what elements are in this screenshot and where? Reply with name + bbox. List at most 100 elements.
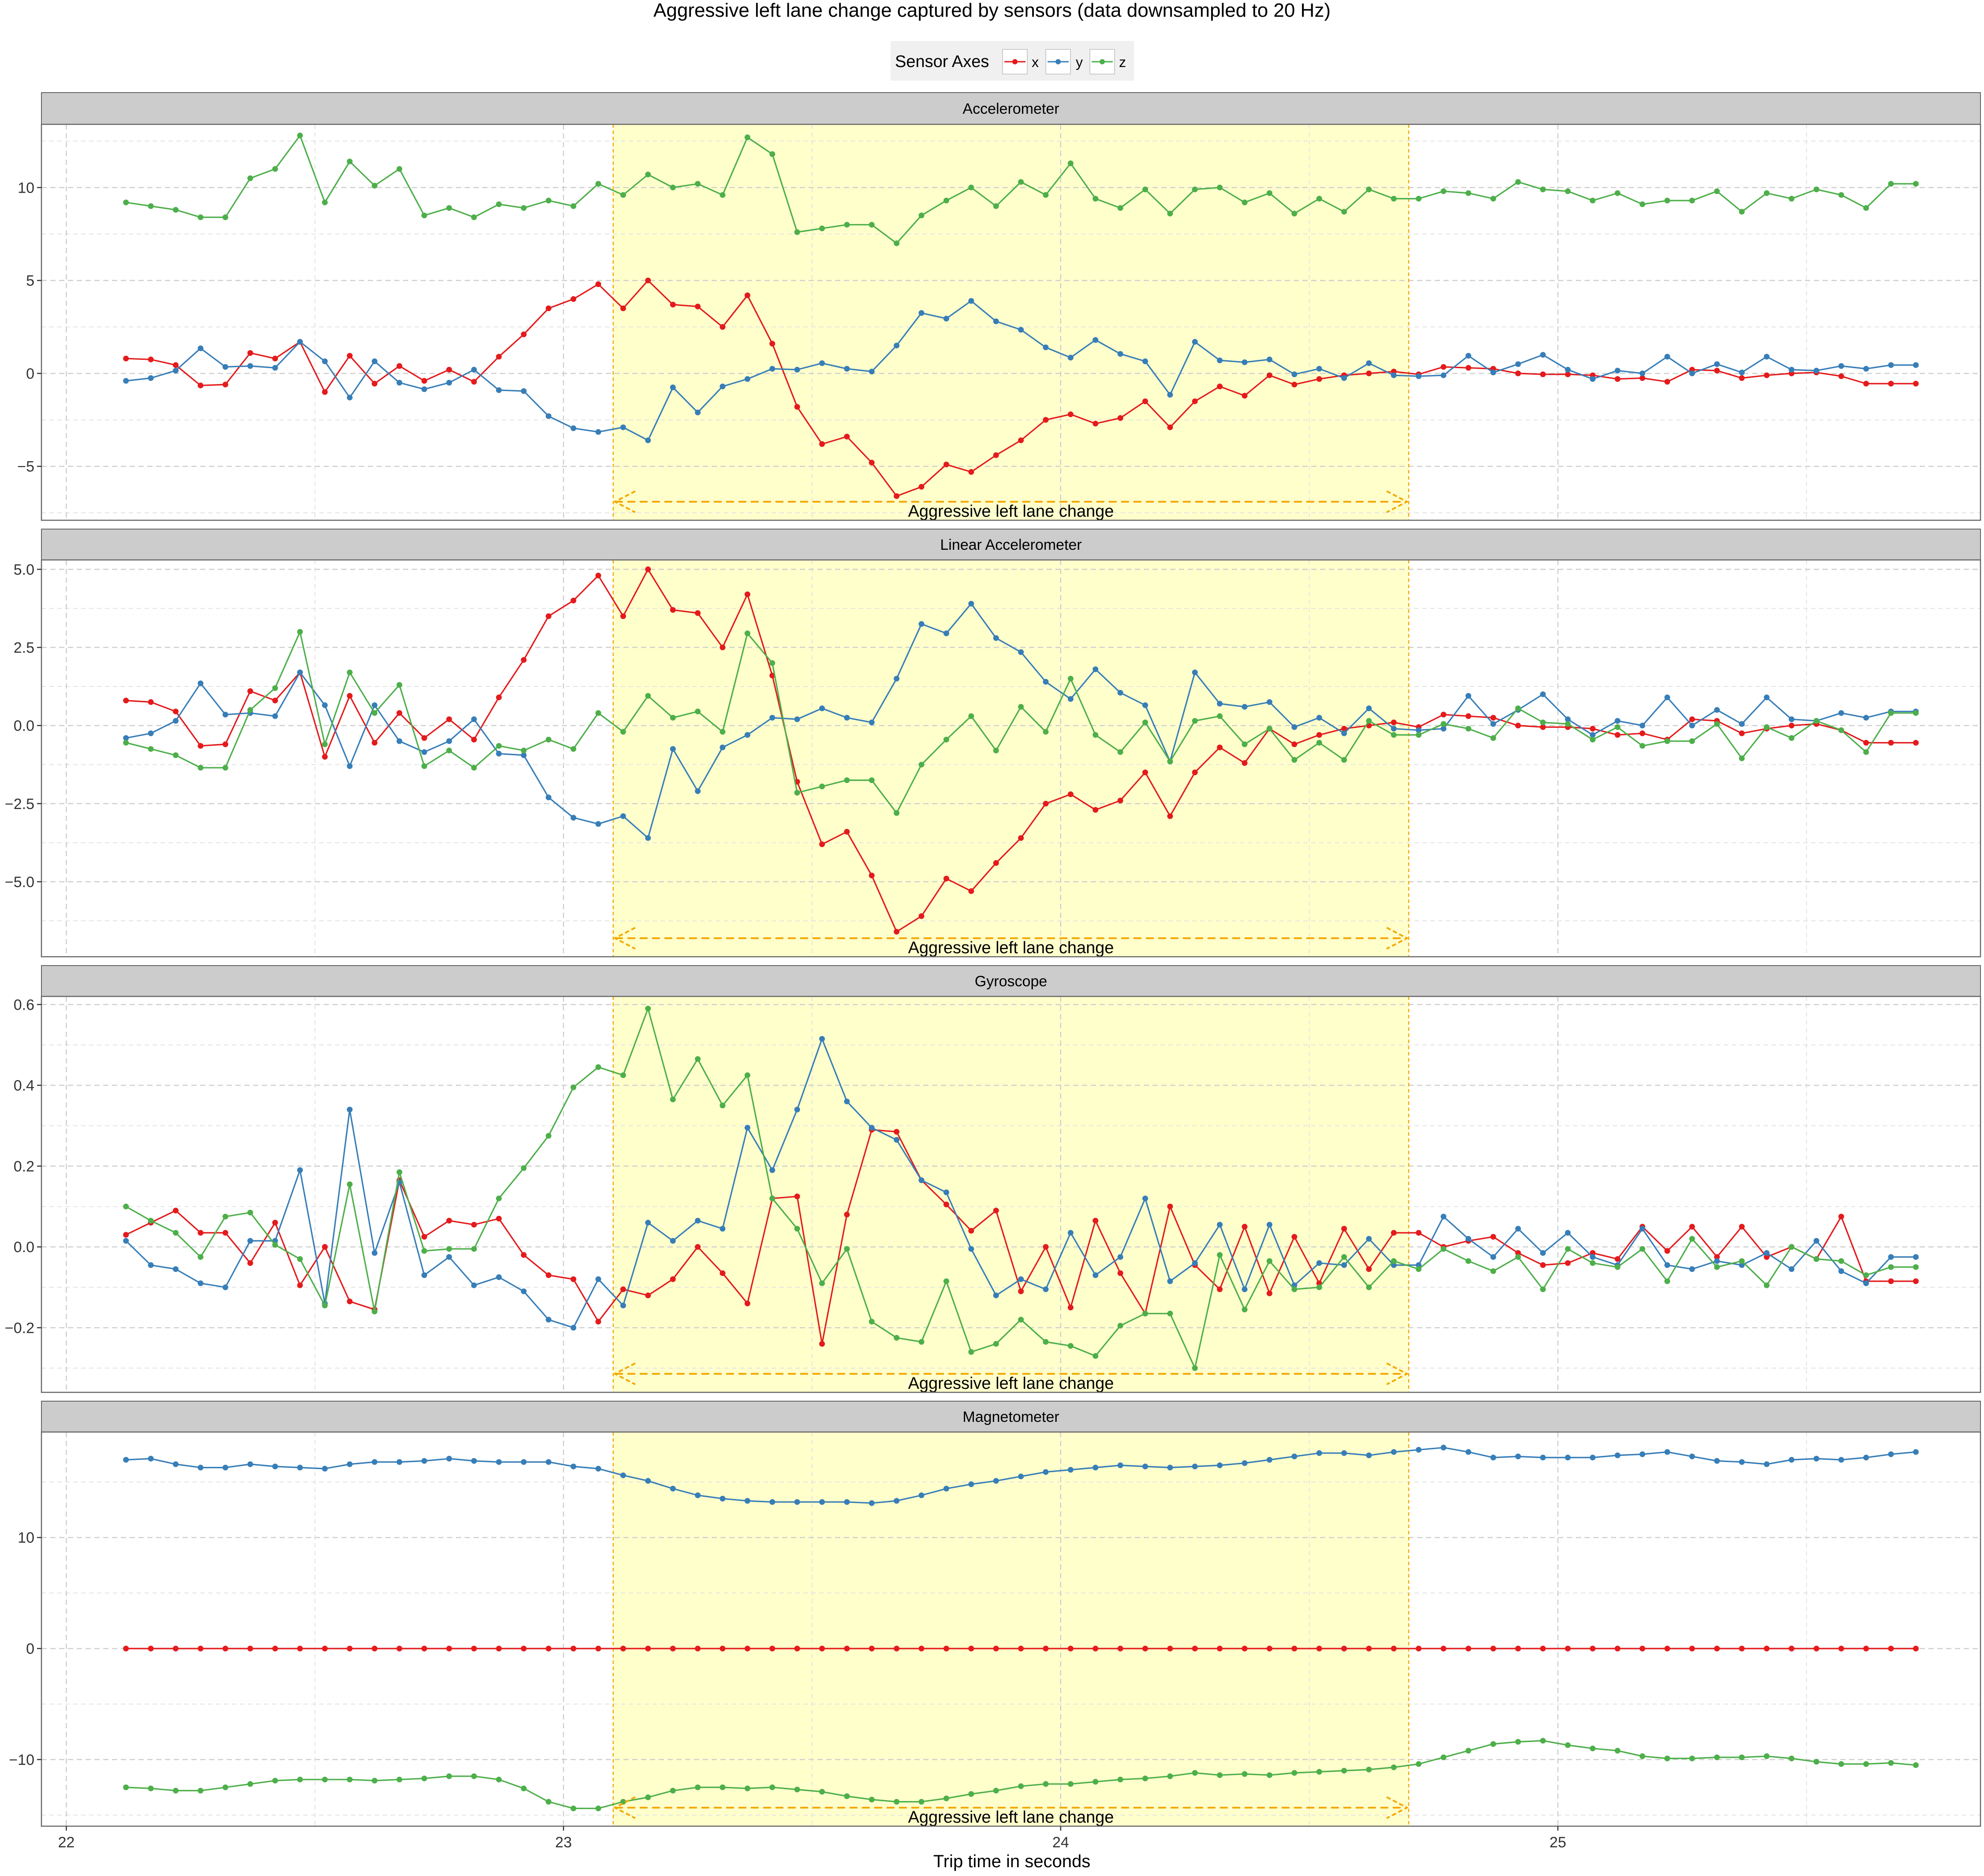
data-point-y — [794, 716, 800, 722]
panel-border — [41, 559, 1981, 958]
data-point-y — [1093, 1272, 1099, 1278]
data-point-x — [645, 1292, 651, 1298]
data-point-x — [1018, 835, 1024, 841]
data-point-z — [968, 713, 974, 719]
data-point-z — [1018, 179, 1024, 185]
data-point-y — [620, 1472, 626, 1478]
data-point-z — [1515, 1254, 1521, 1260]
data-point-x — [1689, 716, 1695, 722]
data-point-x — [198, 382, 204, 388]
data-point-z — [869, 1319, 875, 1325]
data-point-z — [247, 175, 254, 181]
data-point-y — [1167, 1278, 1173, 1284]
data-point-x — [794, 1193, 800, 1200]
data-point-z — [1366, 1284, 1372, 1290]
data-point-y — [1043, 1469, 1049, 1475]
data-point-y — [968, 1246, 974, 1252]
data-point-z — [620, 1072, 626, 1078]
data-point-x — [1664, 379, 1671, 385]
data-point-z — [222, 1213, 228, 1220]
data-point-z — [421, 213, 427, 219]
data-point-z — [1266, 190, 1272, 196]
data-point-y — [1466, 353, 1471, 359]
data-point-x — [620, 1645, 626, 1652]
data-point-z — [1739, 755, 1745, 761]
panel-magnetometer: Magnetometer Aggressive left lane change −… — [9, 1401, 1981, 1827]
data-point-z — [1813, 1759, 1820, 1765]
data-point-y — [1863, 1280, 1869, 1287]
data-point-y — [695, 1218, 701, 1224]
data-point-x — [918, 484, 925, 490]
data-point-y — [1043, 1286, 1049, 1292]
data-point-x — [1217, 384, 1223, 389]
data-point-y — [1366, 1452, 1372, 1458]
data-point-x — [1291, 381, 1298, 388]
data-point-z — [819, 225, 825, 231]
data-point-x — [421, 1234, 427, 1240]
data-point-x — [297, 1282, 303, 1288]
data-point-y — [819, 1036, 825, 1042]
data-point-z — [347, 158, 353, 164]
data-point-y — [1714, 361, 1720, 367]
data-point-x — [720, 324, 726, 330]
data-point-z — [297, 132, 303, 138]
data-point-y — [123, 1238, 129, 1244]
data-point-y — [198, 345, 204, 351]
data-point-x — [1391, 1230, 1397, 1236]
data-point-z — [1316, 1769, 1322, 1775]
data-point-y — [1813, 1455, 1820, 1462]
data-point-x — [1316, 376, 1322, 382]
data-point-y — [1789, 1266, 1794, 1272]
annotation: Aggressive left lane change — [613, 1362, 1409, 1393]
data-point-x — [1117, 1645, 1123, 1652]
data-point-z — [1018, 704, 1024, 710]
data-point-y — [1341, 1450, 1347, 1456]
data-point-y — [347, 395, 353, 401]
data-point-y — [1316, 1450, 1322, 1456]
facet-strip-label: Gyroscope — [975, 973, 1047, 990]
data-point-z — [1142, 1775, 1148, 1782]
data-point-y — [769, 1167, 776, 1173]
data-point-y — [1466, 1236, 1471, 1242]
data-point-x — [496, 354, 502, 360]
data-point-y — [1266, 1222, 1272, 1228]
data-point-y — [620, 813, 626, 819]
data-point-y — [1167, 392, 1173, 398]
data-point-y — [521, 1288, 527, 1294]
data-point-z — [1192, 186, 1198, 193]
data-point-z — [1888, 710, 1894, 716]
data-point-z — [297, 1776, 303, 1783]
data-point-y — [1913, 362, 1919, 368]
data-point-z — [1391, 196, 1397, 202]
data-point-z — [471, 765, 477, 771]
data-point-z — [1565, 1742, 1571, 1748]
data-point-z — [968, 184, 974, 190]
data-point-y — [421, 386, 427, 392]
data-point-z — [894, 240, 900, 246]
data-point-y — [148, 1262, 154, 1268]
data-point-z — [1440, 721, 1447, 727]
data-point-z — [272, 1778, 278, 1784]
data-point-z — [1316, 196, 1322, 202]
data-point-x — [869, 873, 875, 879]
data-point-z — [1142, 186, 1148, 193]
data-point-z — [496, 1195, 502, 1201]
data-point-y — [1515, 1226, 1521, 1232]
data-point-x — [1242, 760, 1248, 766]
data-point-z — [1466, 1748, 1471, 1754]
data-point-y — [1067, 1467, 1074, 1473]
data-point-x — [819, 1341, 825, 1347]
data-point-x — [1540, 724, 1546, 730]
data-point-y — [1416, 1447, 1422, 1453]
data-point-y — [744, 376, 750, 382]
data-point-z — [1242, 199, 1248, 205]
data-point-z — [1838, 1761, 1844, 1767]
data-point-z — [1167, 758, 1173, 765]
annotation-arrowhead-right — [1386, 1796, 1409, 1819]
data-point-y — [844, 366, 850, 372]
data-point-z — [1117, 749, 1123, 755]
data-point-z — [1813, 186, 1820, 193]
data-point-x — [645, 277, 651, 283]
data-point-z — [471, 1246, 477, 1252]
data-point-z — [1093, 1353, 1099, 1359]
